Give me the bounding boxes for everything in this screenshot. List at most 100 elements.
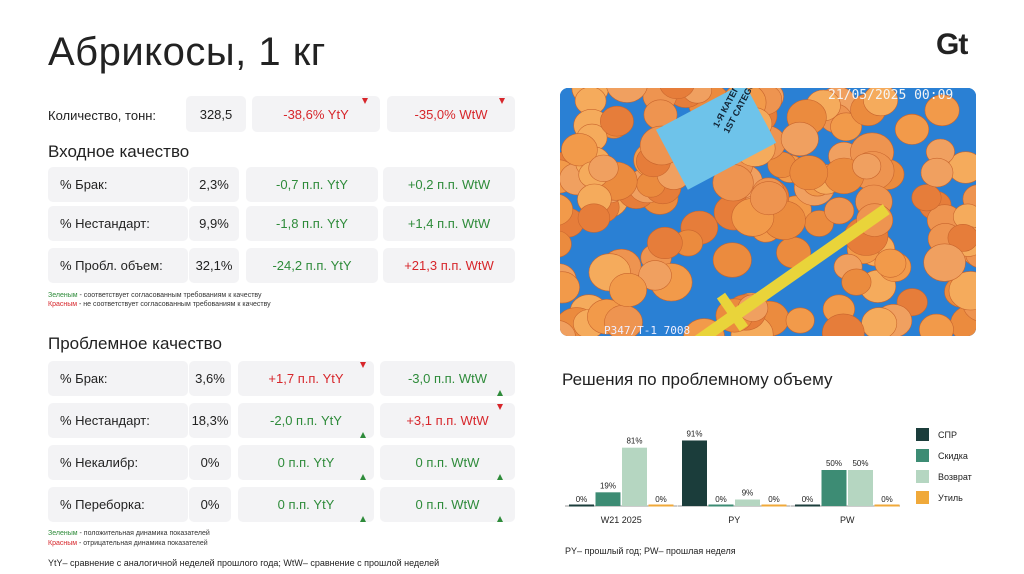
bar <box>821 470 847 506</box>
note-red-word: Красным <box>48 301 78 308</box>
data-label: 0% <box>655 495 667 504</box>
data-label: 0% <box>881 495 893 504</box>
apricot-shape <box>789 155 829 191</box>
trend-up-icon <box>497 516 503 522</box>
apricot-shape <box>948 271 976 311</box>
bar <box>682 440 707 506</box>
incoming-row-wtw: +21,3 п.п. WtW <box>383 248 515 283</box>
trend-up-icon <box>497 390 503 396</box>
bar <box>848 470 873 506</box>
apricot-shape <box>560 320 576 336</box>
category-label: W21 2025 <box>601 515 642 525</box>
note-red-text: - не соответствует согласованным требова… <box>77 301 271 308</box>
apricot-shape <box>924 94 960 127</box>
legend-item-discount: Скидка <box>916 449 968 462</box>
data-label: 0% <box>715 495 727 504</box>
problem-row-wtw: -3,0 п.п. WtW <box>380 361 515 396</box>
trend-down-icon <box>497 404 503 410</box>
apricot-shape <box>830 112 863 142</box>
apricot-shape <box>561 133 598 167</box>
apricot-shape <box>560 194 574 226</box>
data-label: 0% <box>768 495 780 504</box>
problem-row-yty: -2,0 п.п. YtY <box>238 403 374 438</box>
incoming-legend-note: Красным - не соответствует согласованным… <box>48 301 271 308</box>
incoming-row-value: 2,3% <box>189 167 239 202</box>
incoming-row-label: % Пробл. объем: <box>48 248 188 283</box>
apricot-shape <box>577 203 611 233</box>
note-green-text: - положительная динамика показателей <box>77 530 210 537</box>
data-label: 0% <box>576 495 588 504</box>
chart-title: Решения по проблемному объему <box>562 370 833 389</box>
data-label: 81% <box>626 437 642 446</box>
apricot-photo-image <box>560 88 976 336</box>
trend-down-icon <box>360 362 366 368</box>
bar <box>622 447 647 506</box>
problem-legend-note: Зеленым - положительная динамика показат… <box>48 530 210 537</box>
category-label: PW <box>840 515 855 525</box>
problem-row-label: % Нестандарт: <box>48 403 188 438</box>
note-green-word: Зеленым <box>48 292 78 299</box>
problem-quality-title: Проблемное качество <box>48 334 222 353</box>
incoming-row-yty: -24,2 п.п. YtY <box>246 248 378 283</box>
note-green-text: - соответствует согласованным требования… <box>77 292 262 299</box>
trend-up-icon <box>360 516 366 522</box>
problem-row-value: 0% <box>189 445 231 480</box>
trend-up-icon <box>497 474 503 480</box>
apricot-shape <box>750 181 788 216</box>
apricot-shape <box>861 307 898 336</box>
decisions-chart: 0% 19% 81% 0% W21 2025 91% 0% 9% 0% PY 0% 50% 50% 0% P… <box>565 429 900 525</box>
legend-swatch <box>916 449 929 462</box>
problem-row-yty: 0 п.п. YtY <box>238 487 374 522</box>
note-red-text: - отрицательная динамика показателей <box>77 540 208 547</box>
chart-caption: PY– прошлый год; PW– прошлая неделя <box>565 546 736 556</box>
incoming-legend-note: Зеленым - соответствует согласованным тр… <box>48 292 261 299</box>
trend-down-icon <box>499 98 505 104</box>
legend-item-spr: СПР <box>916 428 957 441</box>
quantity-label: Количество, тонн: <box>48 108 157 123</box>
quantity-value: 328,5 <box>186 96 246 132</box>
problem-legend-note: Красным - отрицательная динамика показат… <box>48 540 208 547</box>
apricot-shape <box>712 242 752 278</box>
incoming-row-label: % Брак: <box>48 167 188 202</box>
data-label: 0% <box>802 495 814 504</box>
apricot-shape <box>560 230 572 258</box>
quantity-wtw: -35,0% WtW <box>387 96 515 132</box>
apricot-shape <box>822 313 865 336</box>
apricot-shape <box>863 88 899 117</box>
problem-row-yty: 0 п.п. YtY <box>238 445 374 480</box>
incoming-row-wtw: +1,4 п.п. WtW <box>383 206 515 241</box>
apricot-shape <box>919 313 954 336</box>
problem-row-label: % Переборка: <box>48 487 188 522</box>
incoming-row-yty: -0,7 п.п. YtY <box>246 167 378 202</box>
legend-item-util: Утиль <box>916 491 963 504</box>
photo-timestamp: 21/05/2025 00:09 <box>828 88 954 103</box>
problem-row-value: 0% <box>189 487 231 522</box>
trend-down-icon <box>362 98 368 104</box>
quantity-yty: -38,6% YtY <box>252 96 380 132</box>
problem-row-wtw: 0 п.п. WtW <box>380 445 515 480</box>
apricot-shape <box>894 114 930 145</box>
legend-item-return: Возврат <box>916 470 972 483</box>
footnote: YtY– сравнение с аналогичной неделей про… <box>48 558 440 568</box>
apricot-shape <box>911 184 942 212</box>
data-label: 9% <box>742 489 754 498</box>
incoming-row-value: 32,1% <box>189 248 239 283</box>
trend-up-icon <box>360 474 366 480</box>
data-label: 50% <box>852 459 868 468</box>
legend-label: Возврат <box>938 471 972 482</box>
apricot-shape <box>588 154 619 182</box>
problem-row-wtw: 0 п.п. WtW <box>380 487 515 522</box>
apricot-shape <box>609 273 648 308</box>
incoming-row-wtw: +0,2 п.п. WtW <box>383 167 515 202</box>
apricot-shape <box>824 197 855 225</box>
problem-row-label: % Некалибр: <box>48 445 188 480</box>
legend-swatch <box>916 491 929 504</box>
legend-label: Скидка <box>938 450 968 461</box>
trend-up-icon <box>360 432 366 438</box>
page-title: Абрикосы, 1 кг <box>48 30 326 74</box>
incoming-row-label: % Нестандарт: <box>48 206 188 241</box>
problem-row-wtw: +3,1 п.п. WtW <box>380 403 515 438</box>
apricot-shape <box>780 121 819 157</box>
problem-row-value: 18,3% <box>189 403 231 438</box>
incoming-quality-title: Входное качество <box>48 142 190 161</box>
